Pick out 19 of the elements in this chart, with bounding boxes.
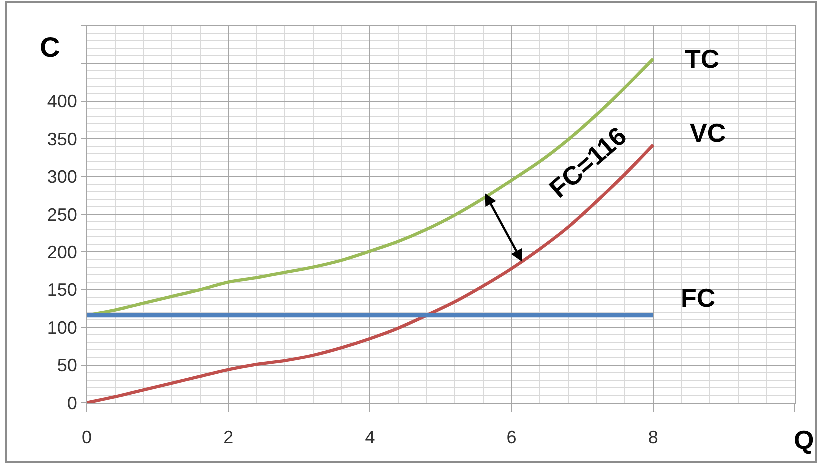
y-tick-label: 400: [47, 92, 78, 112]
x-tick-label: 8: [648, 428, 658, 448]
y-tick-label: 250: [47, 204, 78, 225]
x-tick-label: 2: [224, 428, 234, 448]
y-tick-label: 350: [47, 129, 78, 150]
y-tick-label: 50: [57, 356, 78, 376]
y-tick-label: 300: [47, 167, 78, 188]
y-tick-label: 150: [47, 280, 78, 300]
x-axis-title: Q: [794, 425, 814, 455]
y-tick-label: 0: [67, 393, 78, 414]
series-label: VC: [690, 118, 726, 148]
x-tick-label: 4: [365, 428, 376, 448]
series-label: FC: [681, 283, 716, 313]
x-tick-label: 6: [506, 428, 517, 448]
x-tick-label: 0: [82, 428, 92, 448]
series-label: TC: [685, 44, 720, 74]
y-tick-label: 100: [47, 318, 78, 338]
y-axis-title: C: [40, 32, 60, 63]
y-tick-label: 200: [47, 242, 78, 262]
